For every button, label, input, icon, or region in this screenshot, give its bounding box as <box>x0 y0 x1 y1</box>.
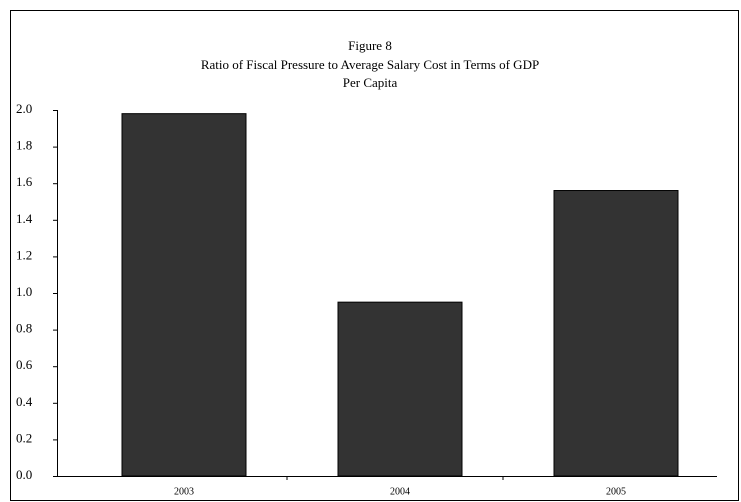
figure-label: Figure 8 <box>348 38 392 53</box>
x-tick-label: 2004 <box>390 486 410 497</box>
y-tick-label: 0.8 <box>16 321 32 336</box>
bar <box>121 113 247 477</box>
y-tick-label: 0.0 <box>16 467 32 482</box>
y-tick-label: 1.6 <box>16 174 33 189</box>
y-tick-label: 2.0 <box>16 101 32 116</box>
chart-title: Per Capita <box>343 75 398 90</box>
chart-frame <box>10 10 739 501</box>
y-tick-label: 1.2 <box>16 247 32 262</box>
x-tick-label: 2003 <box>174 486 194 497</box>
y-tick-label: 0.2 <box>16 430 32 445</box>
bar <box>553 190 679 477</box>
y-tick-label: 1.8 <box>16 138 32 153</box>
y-tick-label: 0.4 <box>16 394 33 409</box>
y-tick-label: 0.6 <box>16 357 33 372</box>
chart-title: Ratio of Fiscal Pressure to Average Sala… <box>201 57 539 72</box>
y-tick-label: 1.4 <box>16 211 33 226</box>
y-tick-label: 1.0 <box>16 284 32 299</box>
x-tick-label: 2005 <box>606 486 626 497</box>
bar <box>337 301 463 477</box>
